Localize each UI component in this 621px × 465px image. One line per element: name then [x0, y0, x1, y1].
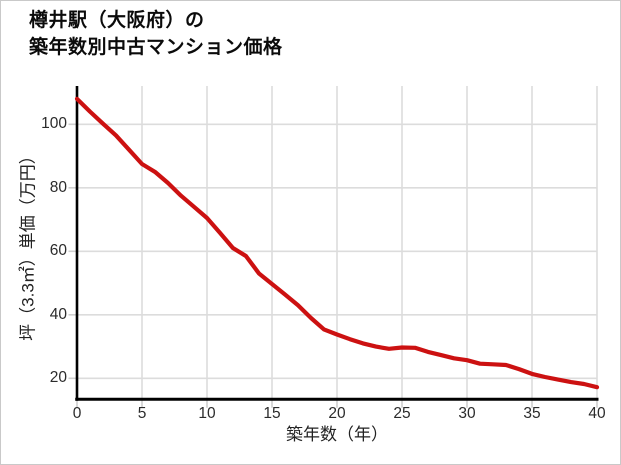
x-tick-label: 15: [263, 405, 281, 422]
x-tick-label: 35: [523, 405, 541, 422]
y-axis-title: 坪（3.3㎡）単価（万円）: [18, 147, 38, 341]
x-tick-label: 40: [588, 405, 606, 422]
x-tick-label: 30: [458, 405, 476, 422]
y-tick-label: 40: [49, 305, 67, 323]
x-tick-label: 5: [137, 405, 147, 422]
x-tick-label: 10: [198, 405, 216, 422]
chart-title: 樽井駅（大阪府）の 築年数別中古マンション価格: [29, 7, 283, 61]
x-tick-label: 0: [72, 405, 82, 422]
y-tick-label: 20: [49, 369, 67, 387]
chart-title-line1: 樽井駅（大阪府）の: [29, 10, 205, 31]
x-tick-label: 25: [393, 405, 411, 422]
chart-title-line2: 築年数別中古マンション価格: [29, 37, 283, 58]
y-tick-label: 60: [49, 242, 67, 260]
y-tick-label: 100: [41, 115, 67, 133]
x-tick-label: 20: [328, 405, 346, 422]
y-tick-label: 80: [49, 178, 67, 196]
x-axis-title: 築年数（年）: [286, 425, 388, 444]
price-line: [74, 96, 600, 390]
